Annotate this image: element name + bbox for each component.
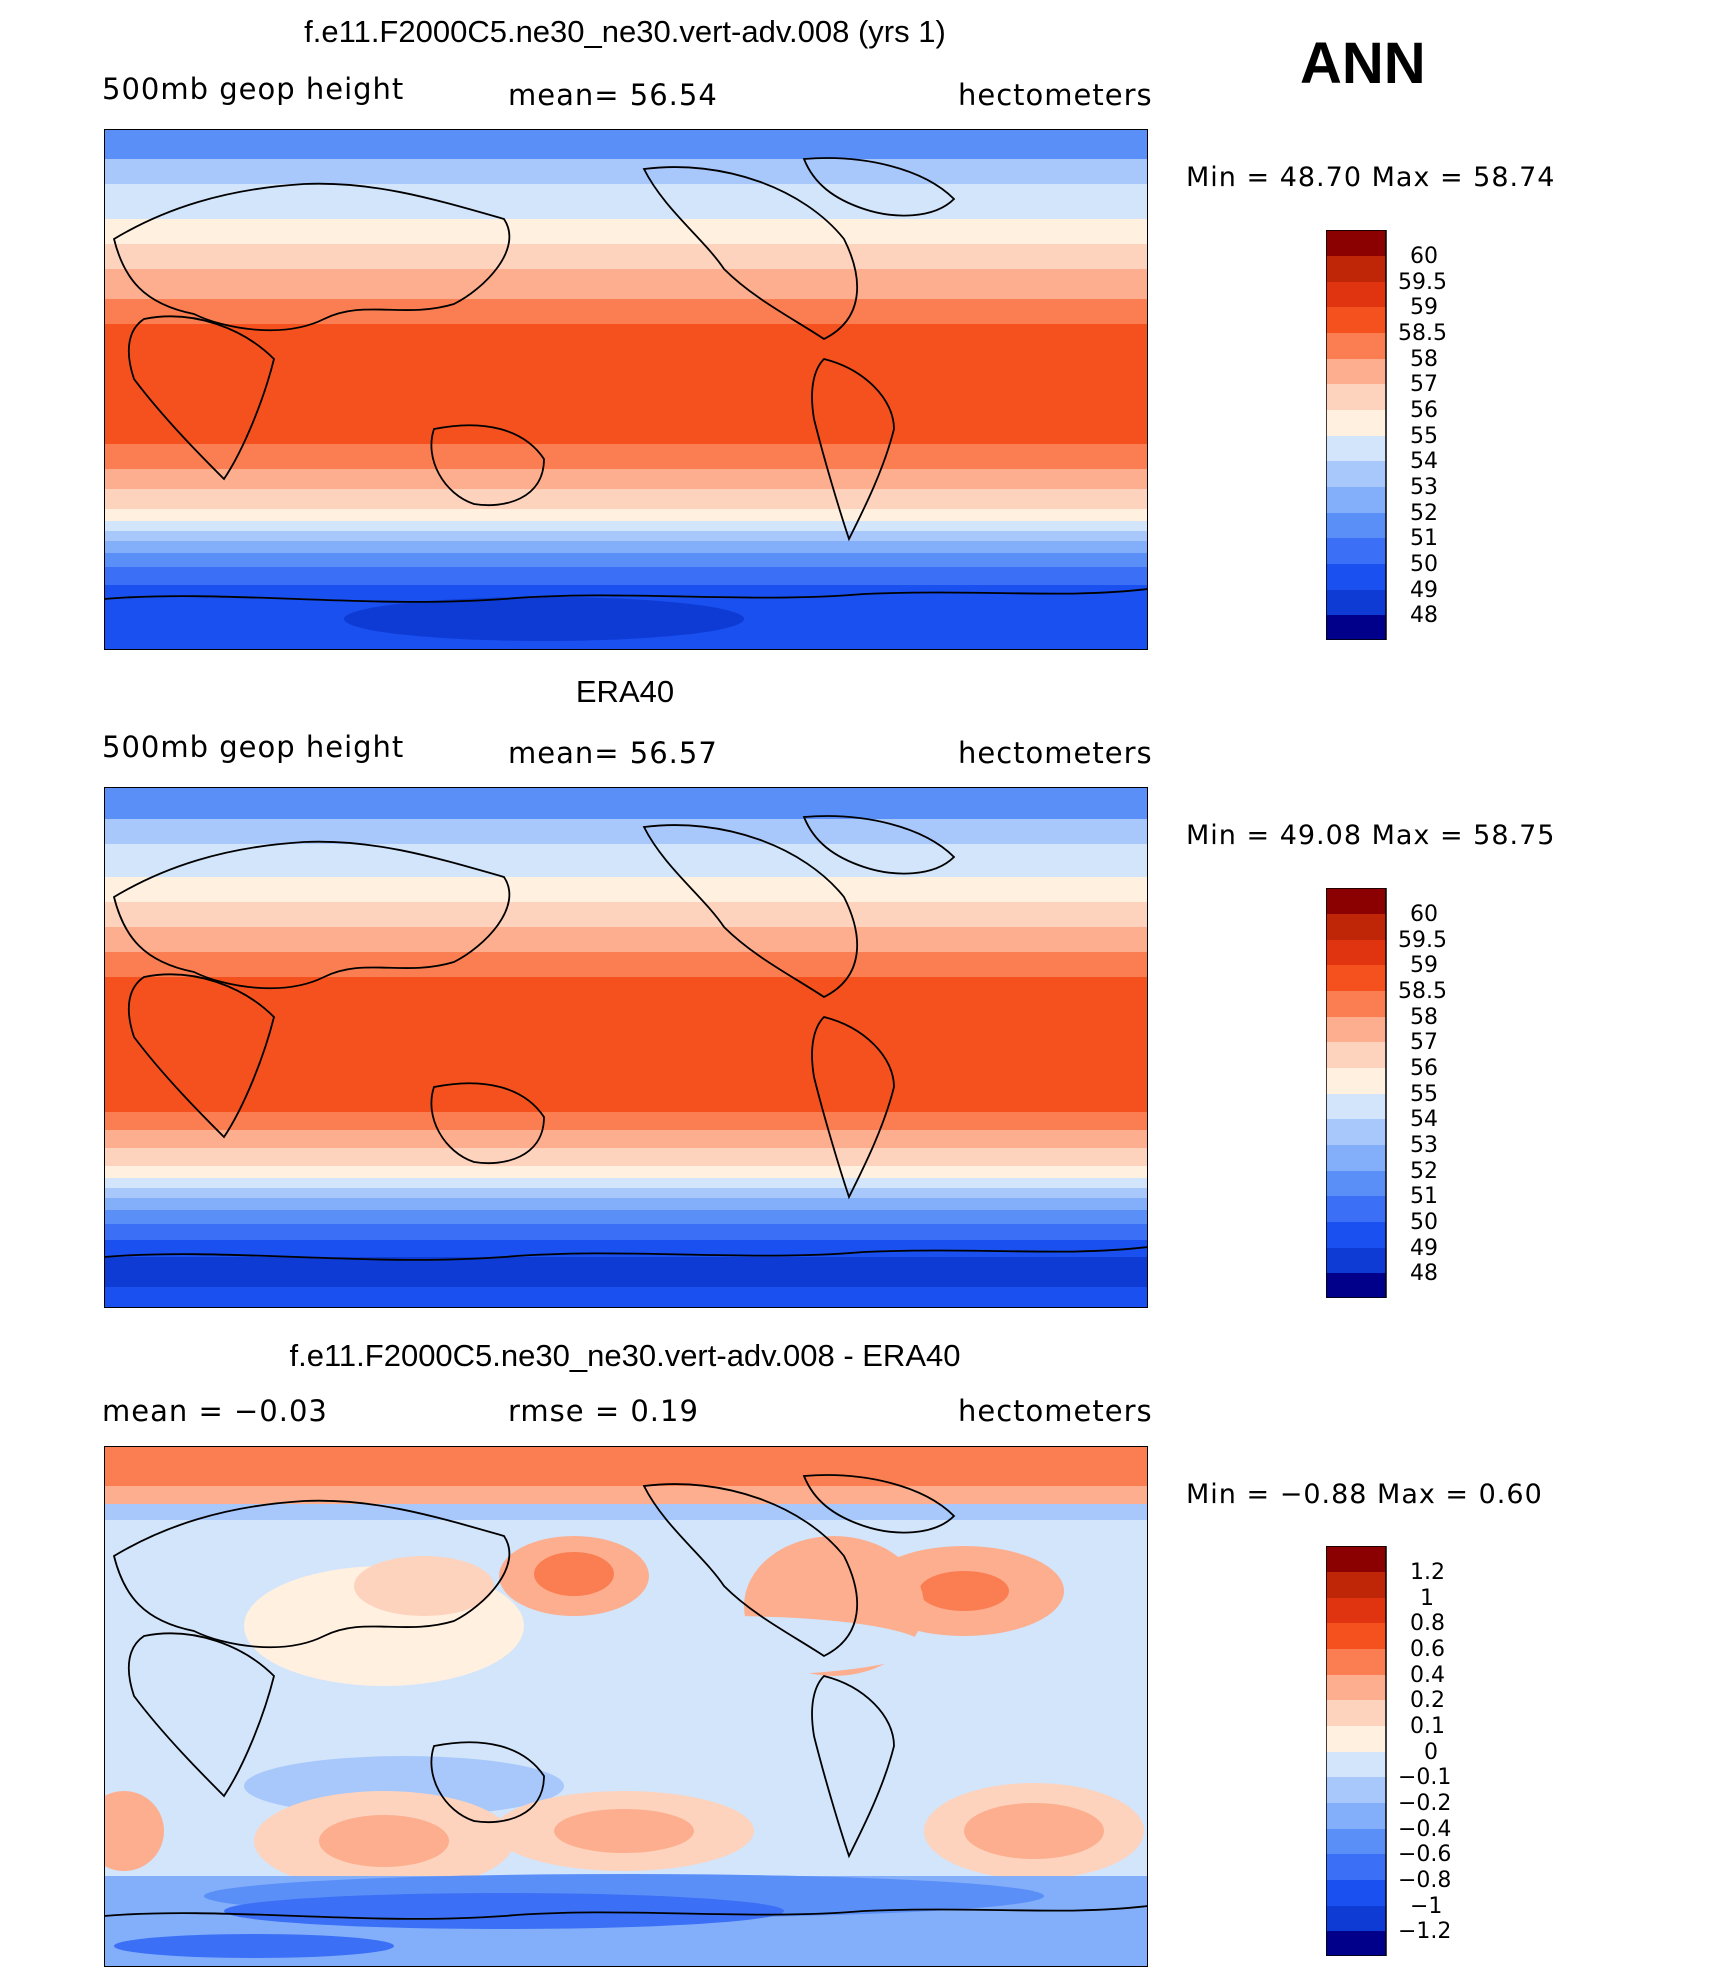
colorbar-tick: 1.2 bbox=[1410, 1560, 1445, 1585]
colorbar-tick: 0.2 bbox=[1410, 1688, 1445, 1713]
colorbar-tick: 48 bbox=[1410, 603, 1438, 628]
panel-3-title: f.e11.F2000C5.ne30_ne30.vert-adv.008 - E… bbox=[289, 1338, 961, 1373]
colorbar-tick: 58.5 bbox=[1398, 979, 1447, 1004]
panel-3-colorbar bbox=[1325, 1545, 1388, 1961]
panel-2-colorbar bbox=[1325, 887, 1388, 1303]
panel-1-colorbar bbox=[1325, 229, 1388, 645]
colorbar-tick: 59.5 bbox=[1398, 270, 1447, 295]
colorbar-tick: 49 bbox=[1410, 1236, 1438, 1261]
colorbar-tick: 58.5 bbox=[1398, 321, 1447, 346]
colorbar-tick: 48 bbox=[1410, 1261, 1438, 1286]
colorbar-tick: 58 bbox=[1410, 1005, 1438, 1030]
panel-1-left-label: 500mb geop height bbox=[102, 72, 405, 106]
colorbar-tick: 54 bbox=[1410, 1107, 1438, 1132]
colorbar-tick: 56 bbox=[1410, 1056, 1438, 1081]
colorbar-tick: 0.6 bbox=[1410, 1637, 1445, 1662]
colorbar-tick: 58 bbox=[1410, 347, 1438, 372]
colorbar-tick: 50 bbox=[1410, 552, 1438, 577]
colorbar-tick: 1 bbox=[1420, 1586, 1434, 1611]
colorbar-tick: 59.5 bbox=[1398, 928, 1447, 953]
colorbar-tick: 51 bbox=[1410, 526, 1438, 551]
colorbar-tick: −0.4 bbox=[1398, 1817, 1452, 1842]
panel-1-title: f.e11.F2000C5.ne30_ne30.vert-adv.008 (yr… bbox=[304, 14, 946, 49]
colorbar-tick: 50 bbox=[1410, 1210, 1438, 1235]
panel-1-center-label: mean= 56.54 bbox=[508, 78, 718, 112]
colorbar-tick: 0.8 bbox=[1410, 1611, 1445, 1636]
colorbar-tick: 54 bbox=[1410, 449, 1438, 474]
colorbar-tick: 57 bbox=[1410, 1030, 1438, 1055]
panel-1-map bbox=[104, 129, 1148, 650]
colorbar-tick: 57 bbox=[1410, 372, 1438, 397]
colorbar-tick: 0.1 bbox=[1410, 1714, 1445, 1739]
panel-3-map bbox=[104, 1446, 1148, 1967]
panel-2-center-label: mean= 56.57 bbox=[508, 736, 718, 770]
colorbar-tick: 60 bbox=[1410, 902, 1438, 927]
colorbar-tick: 55 bbox=[1410, 424, 1438, 449]
colorbar-tick: 49 bbox=[1410, 578, 1438, 603]
colorbar-tick: −0.2 bbox=[1398, 1791, 1452, 1816]
colorbar-tick: 55 bbox=[1410, 1082, 1438, 1107]
colorbar-tick: 59 bbox=[1410, 953, 1438, 978]
panel-3-left-label: mean = −0.03 bbox=[102, 1394, 328, 1428]
panel-2-map bbox=[104, 787, 1148, 1308]
panel-2-title: ERA40 bbox=[575, 674, 675, 709]
panel-2-right-label: hectometers bbox=[958, 736, 1153, 770]
colorbar-tick: 60 bbox=[1410, 244, 1438, 269]
colorbar-tick: 53 bbox=[1410, 475, 1438, 500]
panel-1-minmax: Min = 48.70 Max = 58.74 bbox=[1186, 162, 1556, 193]
colorbar-tick: −0.6 bbox=[1398, 1842, 1452, 1867]
colorbar-tick: −0.8 bbox=[1398, 1868, 1452, 1893]
panel-3-center-label: rmse = 0.19 bbox=[508, 1394, 699, 1428]
colorbar-tick: 0.4 bbox=[1410, 1663, 1445, 1688]
colorbar-tick: −1.2 bbox=[1398, 1919, 1452, 1944]
colorbar-tick: 56 bbox=[1410, 398, 1438, 423]
colorbar-tick: 0 bbox=[1424, 1740, 1438, 1765]
panel-1-right-label: hectometers bbox=[958, 78, 1153, 112]
colorbar-tick: 52 bbox=[1410, 501, 1438, 526]
colorbar-tick: 51 bbox=[1410, 1184, 1438, 1209]
panel-2-minmax: Min = 49.08 Max = 58.75 bbox=[1186, 820, 1556, 851]
colorbar-tick: 52 bbox=[1410, 1159, 1438, 1184]
colorbar-tick: 53 bbox=[1410, 1133, 1438, 1158]
panel-3-minmax: Min = −0.88 Max = 0.60 bbox=[1186, 1479, 1543, 1510]
colorbar-tick: 59 bbox=[1410, 295, 1438, 320]
panel-3-right-label: hectometers bbox=[958, 1394, 1153, 1428]
season-label: ANN bbox=[1300, 31, 1426, 96]
colorbar-tick: −0.1 bbox=[1398, 1765, 1452, 1790]
colorbar-tick: −1 bbox=[1410, 1894, 1443, 1919]
panel-2-left-label: 500mb geop height bbox=[102, 730, 405, 764]
